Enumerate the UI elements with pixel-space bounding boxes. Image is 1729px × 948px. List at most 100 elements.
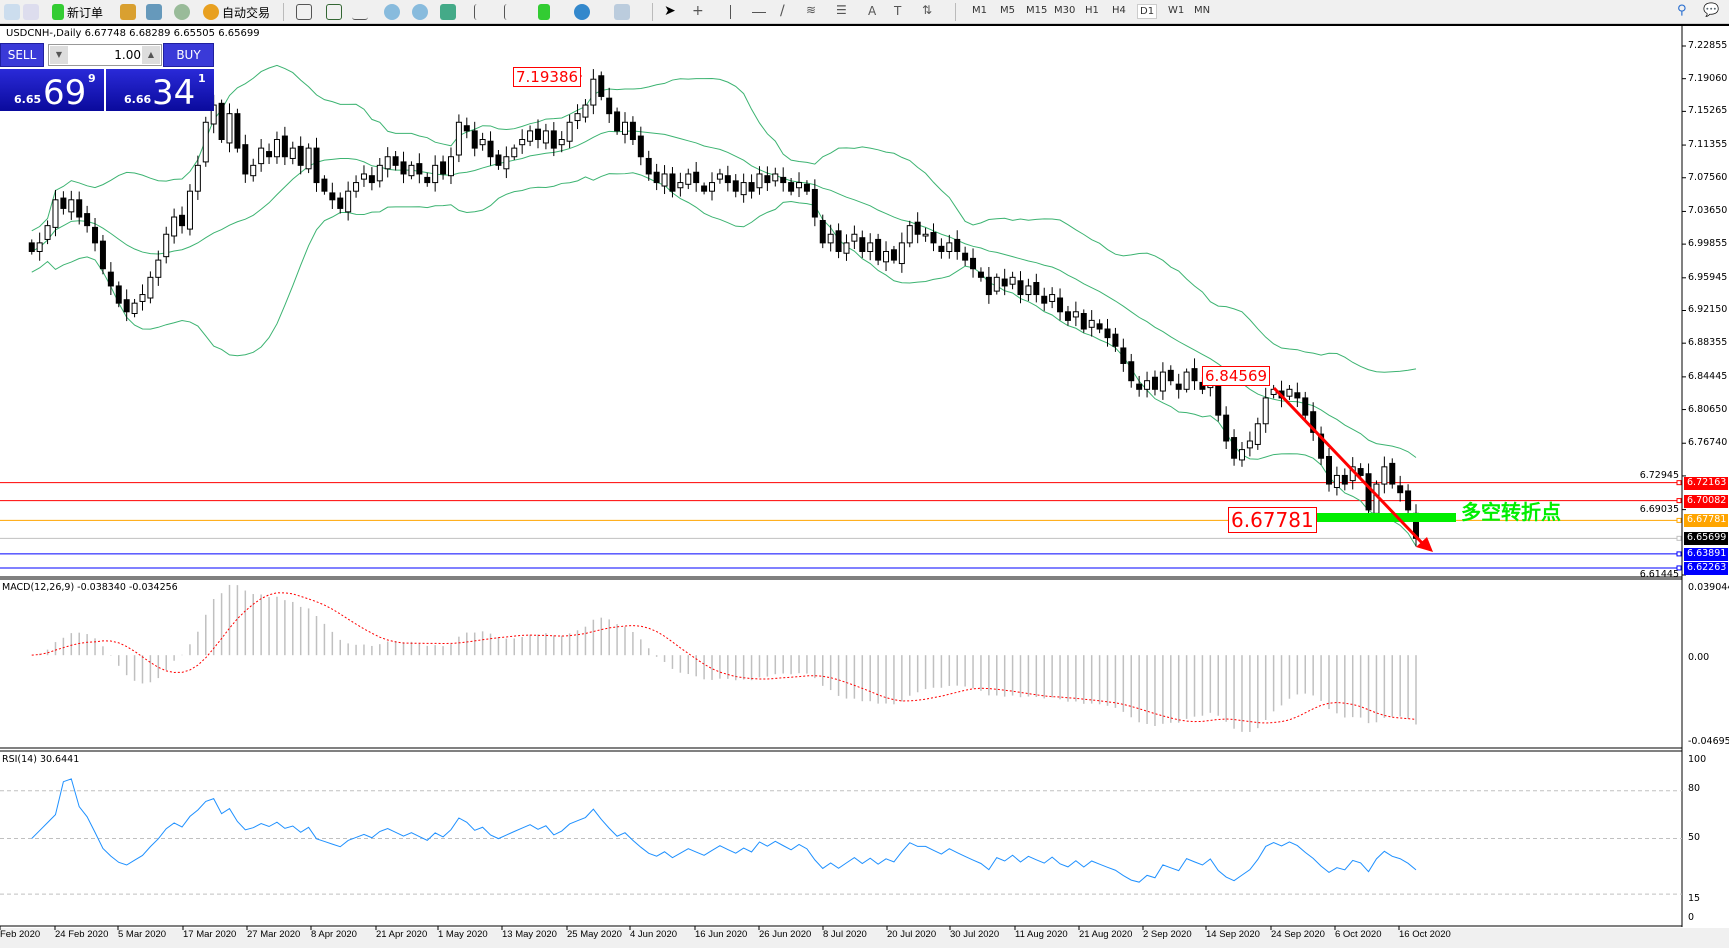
line-chart-icon[interactable]	[352, 4, 368, 20]
bull-candle-body	[68, 199, 75, 213]
timeframe-mn[interactable]: MN	[1194, 5, 1211, 16]
channel-icon[interactable]: ≋	[806, 3, 817, 17]
candle	[622, 112, 628, 144]
candle	[123, 289, 130, 322]
bear-candle-body	[1175, 383, 1182, 390]
fibonacci-icon[interactable]: ☰	[836, 3, 847, 17]
date-tick-label: 21 Aug 2020	[1079, 929, 1133, 940]
timeframe-h4[interactable]: H4	[1112, 5, 1126, 16]
bull-candle-body	[756, 173, 763, 189]
candle	[875, 233, 882, 266]
cursor-icon[interactable]: ➤	[664, 3, 676, 19]
candle	[194, 155, 201, 200]
timeframe-d1[interactable]: D1	[1137, 4, 1158, 19]
bull-candle-body	[1262, 397, 1269, 425]
candle	[345, 181, 352, 221]
crosshair-icon[interactable]: +	[692, 3, 704, 19]
candle	[1041, 287, 1048, 311]
autoscroll-icon[interactable]	[474, 4, 490, 20]
bull-candle-body	[1049, 294, 1056, 302]
bear-candle-body	[115, 285, 122, 304]
bull-candle-body	[250, 164, 257, 177]
zoom-chart-icon[interactable]	[23, 4, 39, 20]
chart-icon[interactable]	[4, 4, 20, 20]
candle	[218, 99, 225, 143]
bear-candle-body	[1191, 368, 1198, 382]
chart-window[interactable]	[0, 24, 1729, 928]
horizontal-line-icon[interactable]	[752, 12, 766, 13]
candle	[147, 271, 154, 304]
bear-candle-body	[297, 145, 304, 166]
trendline-icon[interactable]: /	[780, 3, 785, 19]
periods-icon[interactable]	[574, 4, 590, 20]
macd-tick-zero: 0.00	[1688, 652, 1710, 663]
timeframe-h1[interactable]: H1	[1085, 5, 1099, 16]
bar-chart-icon[interactable]	[296, 4, 312, 20]
bear-candle-body	[1365, 473, 1372, 511]
candle	[28, 239, 35, 255]
zoom-out-icon[interactable]	[412, 4, 428, 20]
candle	[1397, 475, 1404, 502]
bull-candle-body	[661, 173, 668, 187]
pivot-annotation-text: 多空转折点	[1461, 500, 1561, 524]
line-handle	[1676, 535, 1682, 541]
candle	[1183, 368, 1190, 393]
candle-chart-icon[interactable]	[326, 4, 342, 20]
arrows-icon[interactable]: ⇅	[922, 3, 933, 17]
sell-price-box[interactable]: 6.65 69 9	[0, 69, 104, 111]
candle	[321, 175, 328, 195]
text-label-icon[interactable]: T	[894, 4, 902, 18]
candle	[52, 189, 59, 237]
bear-candle-body	[890, 249, 897, 261]
bear-candle-body	[424, 176, 431, 184]
timeframe-m15[interactable]: M15	[1026, 5, 1048, 16]
bull-candle-body	[345, 190, 352, 213]
bull-candle-body	[740, 182, 747, 196]
auto-trading-button[interactable]: 自动交易	[203, 2, 270, 22]
text-icon[interactable]: A	[868, 4, 877, 18]
timeframe-w1[interactable]: W1	[1168, 5, 1185, 16]
bull-candle-body	[843, 242, 850, 254]
bull-candle-body	[258, 147, 265, 165]
macd-tick-min: -0.046959	[1688, 736, 1729, 747]
buy-button[interactable]: BUY	[163, 43, 214, 67]
templates-icon[interactable]	[614, 4, 630, 20]
candle	[297, 136, 304, 175]
candle	[1310, 402, 1317, 441]
candle	[930, 223, 937, 252]
lot-size-input[interactable]	[69, 46, 141, 64]
arrow-head-icon	[1416, 537, 1433, 552]
vertical-line-icon[interactable]	[730, 5, 731, 19]
bear-candle-body	[962, 252, 969, 261]
date-tick-label: 27 Mar 2020	[247, 929, 301, 940]
candle	[946, 234, 953, 259]
market-watch-icon[interactable]	[120, 4, 136, 20]
decrease-lot-button[interactable]: ▼	[50, 46, 68, 64]
sell-button[interactable]: SELL	[0, 43, 44, 67]
chat-icon[interactable]: 💬	[1703, 3, 1720, 18]
bear-candle-body	[1318, 433, 1325, 459]
chart-shift-icon[interactable]	[504, 4, 520, 20]
bull-candle-body	[993, 276, 1000, 292]
search-icon[interactable]: ⚲	[1677, 3, 1687, 18]
buy-price-box[interactable]: 6.66 34 1	[106, 69, 214, 111]
candle	[938, 238, 945, 259]
candle	[851, 225, 858, 249]
tile-windows-icon[interactable]	[440, 4, 456, 20]
zoom-in-icon[interactable]	[384, 4, 400, 20]
candle	[582, 99, 589, 123]
signal-icon[interactable]	[174, 4, 190, 20]
rsi-tick-80: 80	[1688, 783, 1701, 794]
timeframe-m30[interactable]: M30	[1054, 5, 1076, 16]
candle	[1405, 484, 1412, 516]
new-order-button[interactable]: 新订单	[52, 2, 103, 22]
indicators-icon[interactable]	[538, 4, 550, 20]
bull-candle-body	[1333, 474, 1340, 489]
candle	[139, 284, 146, 311]
timeframe-m1[interactable]: M1	[972, 5, 987, 16]
bear-candle-body	[281, 135, 288, 158]
timeframe-m5[interactable]: M5	[1000, 5, 1015, 16]
increase-lot-button[interactable]: ▲	[142, 46, 160, 64]
candle	[226, 103, 233, 153]
navigator-icon[interactable]	[146, 4, 162, 20]
